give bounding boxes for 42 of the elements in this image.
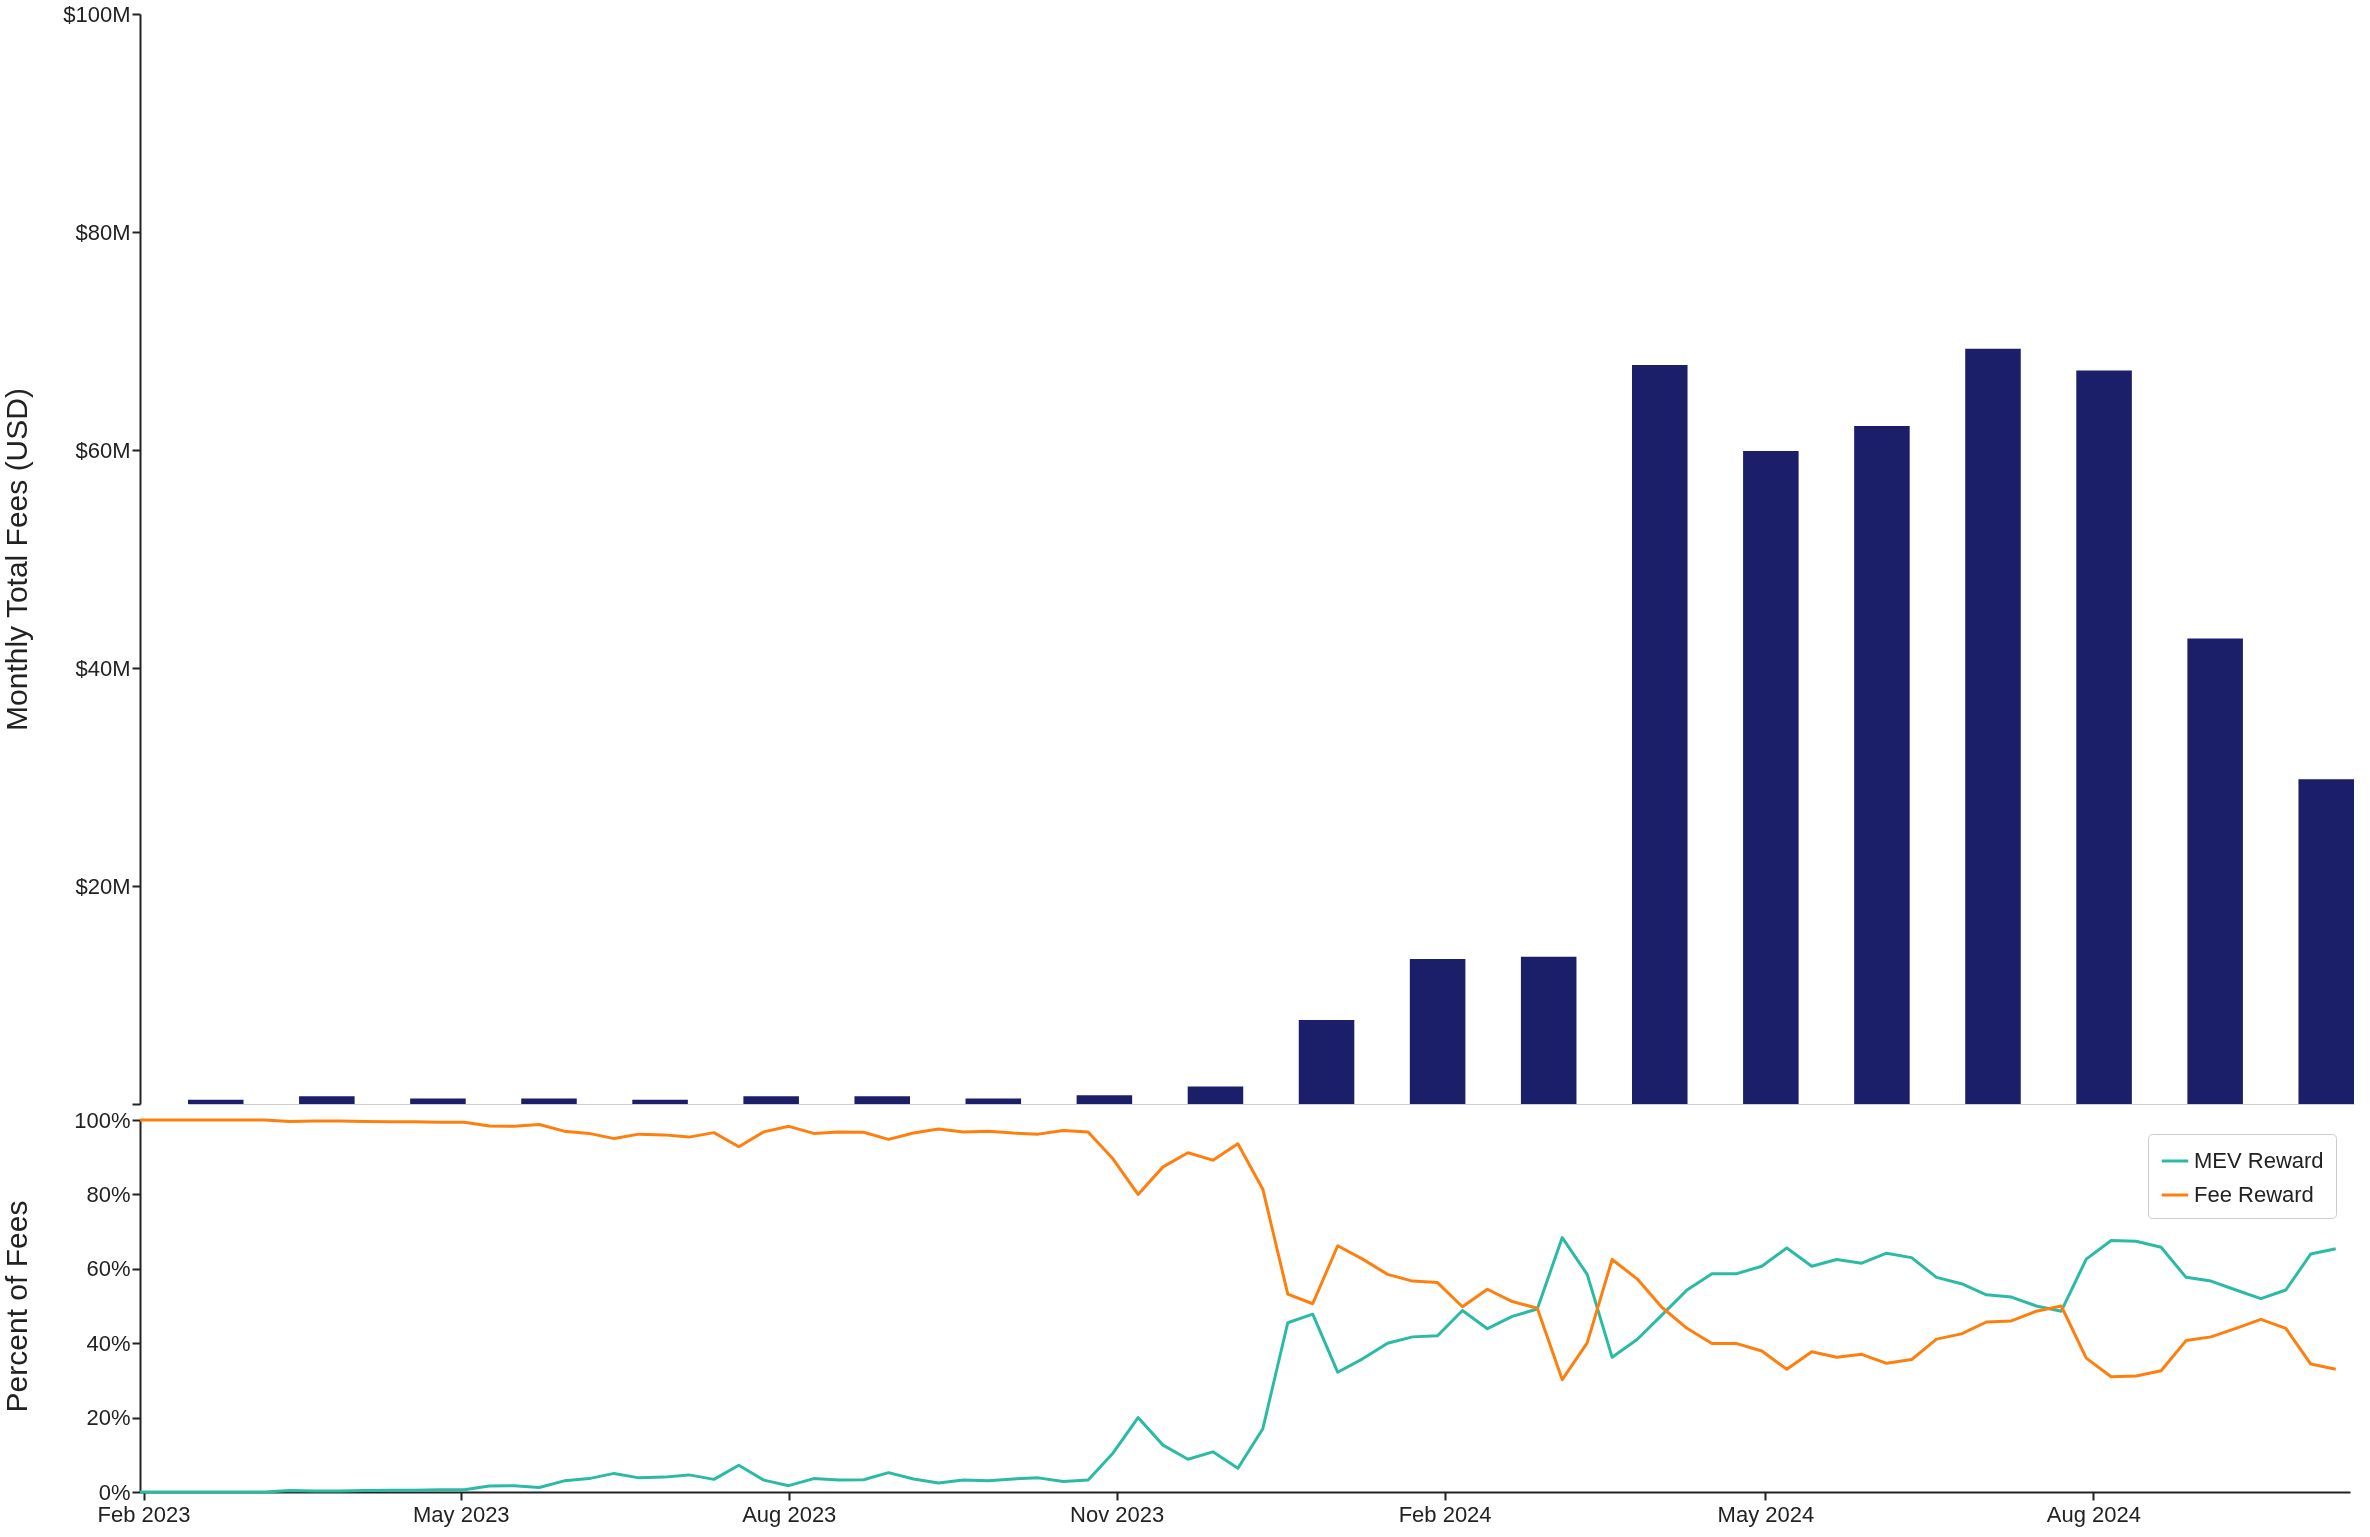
bar xyxy=(1520,956,1577,1104)
y-tick-label: 80% xyxy=(86,1181,131,1207)
y-tick-label: $80M xyxy=(75,219,131,245)
bar xyxy=(1409,959,1466,1104)
y-tick-label: $100M xyxy=(63,1,131,27)
bar xyxy=(521,1098,577,1104)
y-tick-label: $20M xyxy=(75,873,131,899)
bar xyxy=(299,1096,355,1104)
bar xyxy=(743,1096,799,1104)
y-tick-label: $40M xyxy=(75,655,131,681)
x-tick-label: May 2024 xyxy=(1717,1501,1815,1527)
bar xyxy=(1076,1095,1133,1104)
bar xyxy=(1854,426,1910,1104)
y-axis-title: Monthly Total Fees (USD) xyxy=(0,388,33,731)
y-tick-label: 60% xyxy=(86,1256,131,1282)
y-tick-label: 40% xyxy=(86,1330,131,1356)
x-tick-label: Feb 2024 xyxy=(1398,1501,1492,1527)
x-tick-label: Aug 2023 xyxy=(742,1501,837,1527)
line-series xyxy=(138,1236,2338,1494)
bar xyxy=(854,1096,910,1104)
bar xyxy=(188,1099,244,1104)
bar xyxy=(1743,451,1799,1104)
bar xyxy=(632,1099,688,1104)
bar xyxy=(965,1098,1022,1104)
x-tick-label: Aug 2024 xyxy=(2046,1501,2141,1527)
x-tick-label: May 2023 xyxy=(412,1501,510,1527)
bar xyxy=(1965,348,2021,1104)
y-tick-label: 100% xyxy=(74,1107,131,1133)
line-series xyxy=(138,1118,2338,1382)
legend-label: MEV Reward xyxy=(2194,1148,2324,1173)
y-tick-label: $60M xyxy=(75,437,131,463)
bar xyxy=(410,1098,466,1104)
bar xyxy=(1298,1020,1355,1104)
bar xyxy=(1187,1086,1244,1104)
bar xyxy=(2076,370,2132,1104)
bar xyxy=(2187,638,2243,1104)
x-tick-label: Nov 2023 xyxy=(1070,1501,1165,1527)
bar xyxy=(1632,364,1688,1104)
y-axis-title: Percent of Fees xyxy=(0,1200,33,1413)
bar xyxy=(2298,779,2354,1104)
legend-label: Fee Reward xyxy=(2194,1182,2314,1207)
y-tick-label: 20% xyxy=(86,1405,131,1431)
